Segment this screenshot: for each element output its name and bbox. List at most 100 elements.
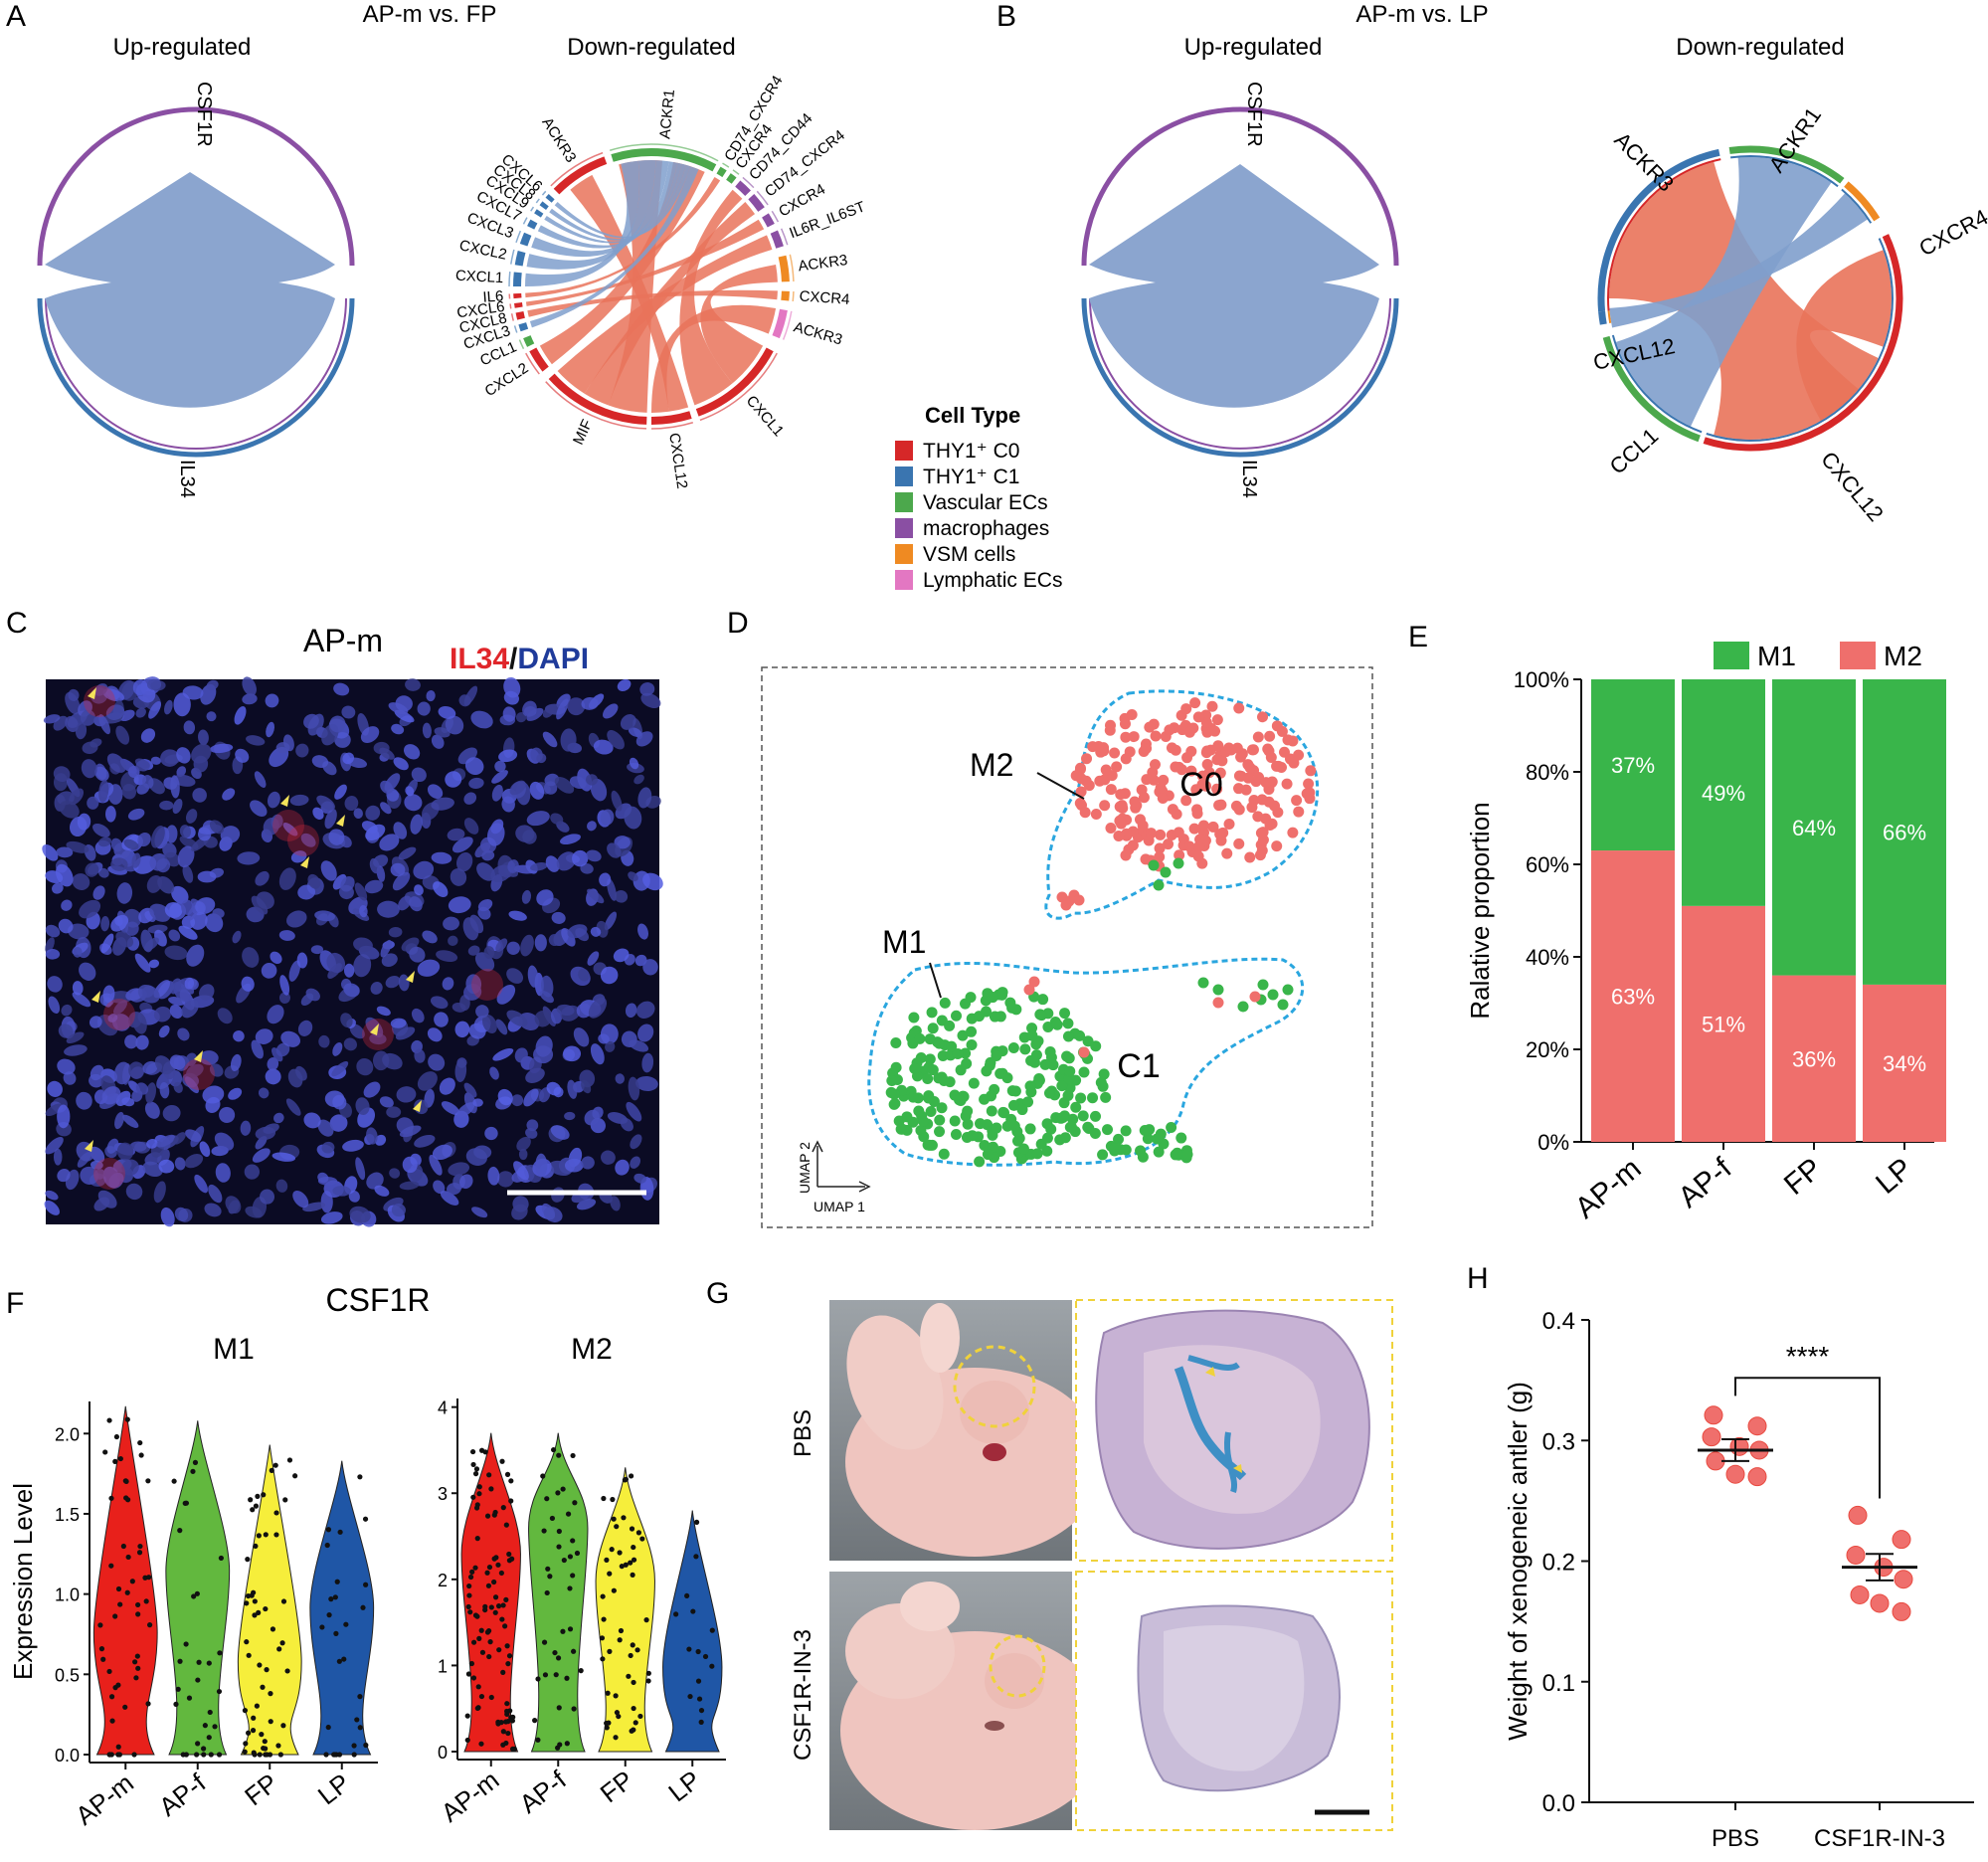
umap-point-m2 bbox=[1144, 721, 1156, 733]
legend-label: M2 bbox=[1884, 641, 1922, 671]
bar-m2-label: 34% bbox=[1883, 1051, 1926, 1076]
violin-point bbox=[216, 1688, 223, 1695]
chord-sector-outer bbox=[510, 313, 514, 321]
panel-b-title: AP-m vs. LP bbox=[1355, 1, 1488, 28]
violin-point bbox=[470, 1461, 476, 1468]
chord-sector bbox=[726, 173, 737, 184]
legend-swatch bbox=[895, 441, 913, 461]
umap-point-m2 bbox=[1180, 795, 1192, 807]
violin-point bbox=[177, 1528, 183, 1534]
umap-point-m2 bbox=[1109, 747, 1121, 759]
umap-point-m1 bbox=[944, 1020, 956, 1031]
umap-point-m1 bbox=[991, 1122, 1002, 1134]
umap-point-m1 bbox=[1051, 1019, 1063, 1030]
violin-shape bbox=[595, 1467, 655, 1753]
violin-point bbox=[113, 1433, 119, 1440]
violin-point bbox=[138, 1452, 144, 1458]
umap-point-m2 bbox=[1174, 849, 1185, 861]
violin-point bbox=[545, 1566, 551, 1572]
il34-arrowhead bbox=[370, 1024, 379, 1035]
umap-point-m1 bbox=[967, 1130, 979, 1142]
violin-point bbox=[336, 1658, 342, 1664]
chord-sector bbox=[529, 347, 549, 372]
violin-point bbox=[500, 1729, 506, 1735]
chord-sector-outer bbox=[609, 143, 719, 162]
violin-point bbox=[630, 1642, 635, 1648]
umap-point-m2 bbox=[1078, 1046, 1090, 1058]
bar-m1 bbox=[1591, 679, 1675, 851]
violin-point bbox=[645, 1670, 651, 1676]
chord-sector-outer bbox=[530, 206, 535, 212]
violin-point bbox=[186, 1695, 193, 1701]
umap-point-m1 bbox=[986, 1105, 997, 1117]
il34-arrowhead bbox=[91, 991, 100, 1003]
violin-point bbox=[363, 1742, 369, 1749]
y-tick-label: 0% bbox=[1537, 1130, 1569, 1155]
violin-point bbox=[556, 1528, 562, 1535]
panel-a-up-top-label: CSF1R bbox=[193, 82, 215, 147]
violin-point bbox=[544, 1589, 550, 1596]
cluster-c0-label: C0 bbox=[1179, 766, 1222, 804]
violin-point bbox=[476, 1635, 482, 1641]
umap-point-m1 bbox=[909, 1062, 921, 1074]
umap-point-m1 bbox=[1181, 1149, 1193, 1161]
x-tick-label: FP bbox=[595, 1765, 639, 1808]
violin-point bbox=[500, 1669, 506, 1675]
umap-point-m2 bbox=[1155, 829, 1167, 840]
chord-label: CXCL1 bbox=[743, 393, 788, 441]
chord-label: ACKR3 bbox=[798, 252, 849, 275]
umap-point-m2 bbox=[1282, 734, 1294, 746]
chord-sector bbox=[545, 193, 555, 203]
violin-point bbox=[357, 1725, 363, 1731]
violin-point bbox=[495, 1562, 501, 1568]
umap-point-m1 bbox=[895, 1123, 907, 1135]
violin-point bbox=[145, 1478, 151, 1484]
violin-point bbox=[508, 1478, 514, 1484]
violin-point bbox=[183, 1641, 189, 1647]
violin-point bbox=[341, 1656, 347, 1662]
violin-point bbox=[337, 1529, 343, 1535]
legend-label: THY1⁺ C1 bbox=[923, 466, 1019, 488]
chord-sector bbox=[748, 193, 765, 212]
scatter-point bbox=[1747, 1467, 1767, 1487]
violin-point bbox=[601, 1616, 607, 1622]
violin-point bbox=[244, 1600, 250, 1606]
bar-m2 bbox=[1591, 850, 1675, 1142]
violin-point bbox=[496, 1647, 502, 1653]
violin-point bbox=[614, 1524, 620, 1530]
y-tick-label: 0.0 bbox=[55, 1746, 80, 1766]
panel-g-row2-label: CSF1R-IN-3 bbox=[790, 1629, 816, 1761]
violin-point bbox=[123, 1495, 129, 1501]
umap-point-m2 bbox=[1157, 792, 1169, 804]
umap-point-m1 bbox=[1016, 1104, 1028, 1116]
chord-ribbon bbox=[700, 264, 778, 384]
umap-point-m1 bbox=[939, 997, 951, 1009]
legend-label: THY1⁺ C0 bbox=[923, 440, 1019, 463]
umap-point-m2 bbox=[1060, 899, 1072, 911]
umap-point-m2 bbox=[1305, 765, 1317, 777]
il34-arrowhead bbox=[413, 1100, 422, 1112]
violin-point bbox=[171, 1478, 177, 1484]
violin-point bbox=[488, 1486, 494, 1492]
umap-point-m2 bbox=[1140, 853, 1152, 865]
umap-point-m2 bbox=[1211, 714, 1223, 726]
umap-point-m2 bbox=[1233, 770, 1245, 782]
scatter-point bbox=[1870, 1593, 1890, 1613]
chord-label: CXCR4 bbox=[1915, 204, 1988, 261]
violin-point bbox=[695, 1648, 701, 1655]
violin-point bbox=[535, 1676, 541, 1682]
chord-sector bbox=[1598, 310, 1607, 325]
umap-point-m2 bbox=[1192, 850, 1204, 862]
violin-point bbox=[500, 1742, 506, 1748]
violin-point bbox=[556, 1544, 562, 1550]
violin-point bbox=[120, 1543, 126, 1550]
violin-point bbox=[242, 1708, 249, 1714]
umap-point-m2 bbox=[1271, 840, 1283, 852]
violin-point bbox=[202, 1723, 208, 1729]
panel-a-title: AP-m vs. FP bbox=[363, 1, 497, 28]
chord-ribbon bbox=[1609, 193, 1868, 328]
violin-point bbox=[488, 1694, 494, 1701]
violin-point bbox=[474, 1705, 480, 1712]
umap-point-m1 bbox=[974, 1118, 986, 1130]
